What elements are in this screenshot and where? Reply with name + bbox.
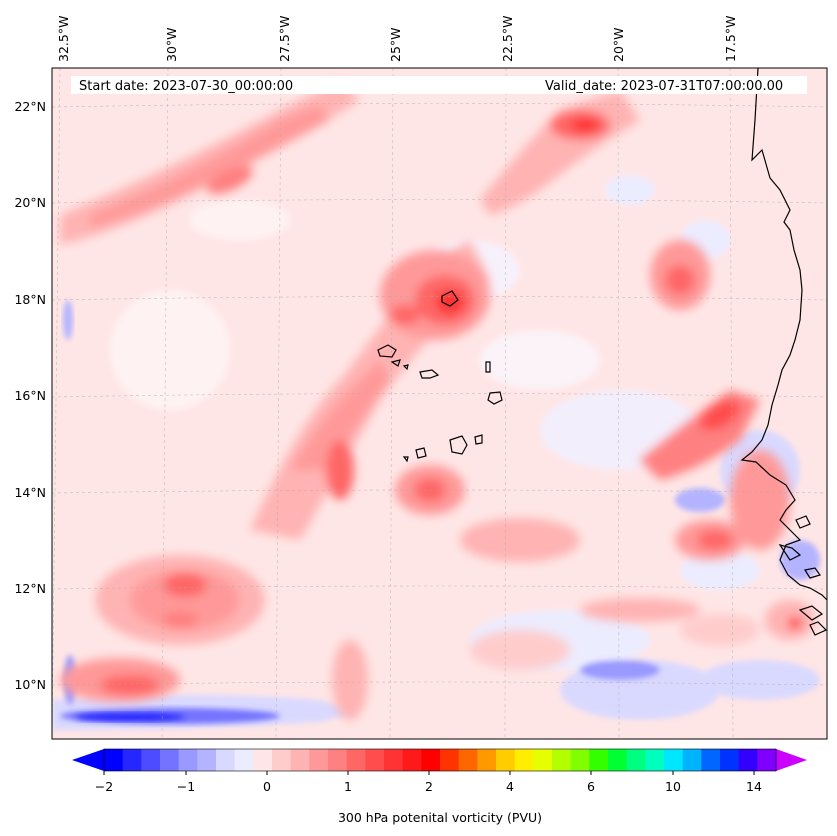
colorbar-tick-label: 1 xyxy=(344,779,352,794)
colorbar-cell xyxy=(328,749,348,771)
colorbar-cell xyxy=(664,749,684,771)
colorbar-cell xyxy=(290,749,310,771)
latitude-labels: 22°N 20°N 18°N 16°N 14°N 12°N 10°N xyxy=(14,99,46,692)
valid-date-box xyxy=(537,76,807,94)
colorbar-cell xyxy=(533,749,553,771)
colorbar-cell xyxy=(570,749,590,771)
colorbar-cell xyxy=(402,749,422,771)
colorbar-cell xyxy=(178,749,198,771)
lon-label: 20°W xyxy=(611,27,626,62)
colorbar-cell xyxy=(738,749,758,771)
lat-label: 10°N xyxy=(14,677,46,692)
longitude-labels: 32.5°W 30°W 27.5°W 25°W 22.5°W 20°W 17.5… xyxy=(56,16,738,62)
colorbar-cell xyxy=(346,749,366,771)
colorbar-cell xyxy=(384,749,404,771)
colorbar-tick-label: 2 xyxy=(425,779,433,794)
colorbar-tick-label: −2 xyxy=(95,779,113,794)
colorbar-cell xyxy=(421,749,441,771)
colorbar-cell xyxy=(757,749,777,771)
lon-label: 32.5°W xyxy=(56,16,71,62)
colorbar-tick-label: 10 xyxy=(665,779,681,794)
colorbar-ticks: −2 −1 0 1 2 4 6 10 14 xyxy=(95,771,762,794)
colorbar-tick-label: 4 xyxy=(506,779,514,794)
map-frame xyxy=(51,67,828,740)
colorbar-cell xyxy=(160,749,180,771)
colorbar-cell xyxy=(365,749,385,771)
lon-label: 27.5°W xyxy=(277,16,292,62)
colorbar-cell xyxy=(122,749,142,771)
coast-feature xyxy=(778,515,827,636)
colorbar-cell xyxy=(682,749,702,771)
colorbar-tick-label: 14 xyxy=(746,779,762,794)
colorbar-cell xyxy=(496,749,516,771)
colorbar-cell xyxy=(272,749,292,771)
colorbar-cell xyxy=(234,749,254,771)
colorbar-cells xyxy=(104,749,777,771)
lat-label: 16°N xyxy=(14,388,46,403)
colorbar-cell xyxy=(720,749,740,771)
cape-verde-islands xyxy=(377,290,503,463)
start-date-label: Start date: 2023-07-30_00:00:00 xyxy=(79,79,293,94)
african-coastline xyxy=(740,68,827,601)
header-gap-box xyxy=(391,76,537,94)
colorbar-tick-label: 6 xyxy=(587,779,595,794)
colorbar-cell xyxy=(197,749,217,771)
colorbar-cell xyxy=(477,749,497,771)
lon-label: 25°W xyxy=(388,27,403,62)
pv-high-regions xyxy=(60,80,815,720)
colorbar-under-arrow xyxy=(72,749,104,771)
lat-label: 22°N xyxy=(14,99,46,114)
colorbar-cell xyxy=(608,749,628,771)
colorbar-cell xyxy=(309,749,329,771)
colorbar-label: 300 hPa potenital vorticity (PVU) xyxy=(338,810,542,825)
colorbar-cell xyxy=(645,749,665,771)
colorbar-cell xyxy=(514,749,534,771)
colorbar-cell xyxy=(104,749,124,771)
map-gridlines xyxy=(52,68,827,739)
colorbar-outline xyxy=(103,748,777,772)
colorbar-over-arrow xyxy=(776,749,807,771)
lon-label: 30°W xyxy=(164,27,179,62)
colorbar-tick-label: 0 xyxy=(263,779,271,794)
pv-southern-negative-band xyxy=(52,300,360,730)
valid-date-label: Valid_date: 2023-07-31T07:00:00.00 xyxy=(545,79,783,94)
lat-label: 20°N xyxy=(14,195,46,210)
colorbar-cell xyxy=(440,749,460,771)
lat-label: 12°N xyxy=(14,581,46,596)
colorbar-cell xyxy=(458,749,478,771)
lon-label: 17.5°W xyxy=(723,16,738,62)
colorbar: −2 −1 0 1 2 4 6 10 14 300 hPa potenital … xyxy=(72,748,807,825)
start-date-box xyxy=(71,76,391,94)
colorbar-cell xyxy=(589,749,609,771)
map-panel xyxy=(52,68,827,739)
colorbar-cell xyxy=(626,749,646,771)
colorbar-cell xyxy=(552,749,572,771)
colorbar-cell xyxy=(141,749,161,771)
lon-label: 22.5°W xyxy=(500,16,515,62)
colorbar-tick-label: −1 xyxy=(177,779,195,794)
lat-label: 18°N xyxy=(14,292,46,307)
colorbar-cell xyxy=(701,749,721,771)
lat-label: 14°N xyxy=(14,485,46,500)
colorbar-cell xyxy=(253,749,273,771)
colorbar-cell xyxy=(216,749,236,771)
